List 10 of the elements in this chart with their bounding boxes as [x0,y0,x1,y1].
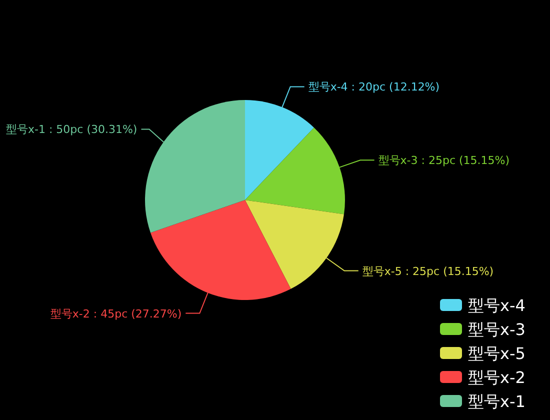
data-label: 型号x-4 : 20pc (12.12%) [308,80,440,94]
data-label: 型号x-1 : 50pc (30.31%) [6,123,138,136]
data-label: 型号x-3 : 25pc (15.15%) [378,154,510,168]
legend-label: 型号x-5 [468,344,526,363]
legend-label: 型号x-3 [468,320,526,339]
data-label: 型号x-5 : 25pc (15.15%) [362,264,494,278]
data-label: 型号x-2 : 45pc (27.27%) [50,307,182,320]
legend-label: 型号x-4 [468,296,526,315]
legend-label: 型号x-2 [468,368,526,387]
legend-label: 型号x-1 [468,392,526,411]
